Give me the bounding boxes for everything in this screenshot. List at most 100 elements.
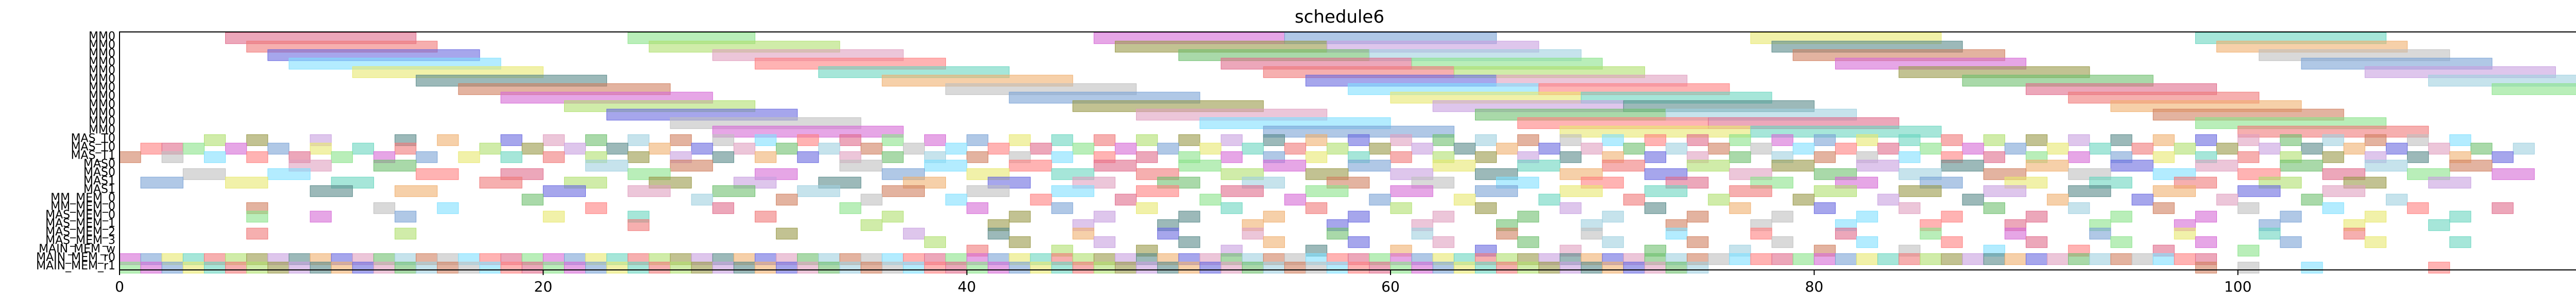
- schedule-bar: [776, 228, 798, 240]
- schedule-bar: [2047, 143, 2069, 155]
- schedule-bar: [1814, 202, 1836, 214]
- schedule-bar: [1983, 134, 2005, 146]
- schedule-bar: [1666, 228, 1688, 240]
- schedule-bar: [1496, 228, 1518, 240]
- schedule-bar: [839, 262, 861, 274]
- schedule-bar: [500, 134, 522, 146]
- schedule-bar: [1136, 262, 1158, 274]
- schedule-bar: [1369, 262, 1391, 274]
- schedule-bar: [1729, 134, 1751, 146]
- schedule-bar: [945, 143, 968, 155]
- schedule-bar: [395, 211, 417, 223]
- schedule-bar: [860, 219, 883, 231]
- schedule-bar: [1729, 202, 1751, 214]
- schedule-bar: [1432, 211, 1454, 223]
- schedule-bar: [1051, 151, 1073, 163]
- schedule-bar: [1602, 236, 1624, 248]
- schedule-bar: [2364, 134, 2386, 146]
- schedule-bar: [860, 143, 883, 155]
- schedule-bar: [1221, 262, 1243, 274]
- schedule-bar: [2153, 253, 2175, 265]
- schedule-bar: [606, 143, 629, 155]
- schedule-bar: [395, 143, 417, 155]
- schedule-bar: [1581, 228, 1603, 240]
- schedule-bar: [1327, 262, 1349, 274]
- schedule-bar: [1453, 143, 1476, 155]
- schedule-bar: [373, 202, 396, 214]
- schedule-bar: [1750, 143, 1772, 155]
- y-tick-label: MAS_MEM_2: [45, 226, 115, 238]
- y-tick-label: MAS_T1: [71, 149, 115, 162]
- schedule-bar: [1729, 151, 1751, 163]
- schedule-bar: [331, 262, 353, 274]
- schedule-bar: [1962, 143, 1984, 155]
- schedule-bar: [225, 262, 247, 274]
- schedule-bar: [839, 160, 883, 172]
- schedule-bar: [479, 143, 501, 155]
- schedule-bar: [649, 262, 671, 274]
- schedule-bar: [1242, 228, 1264, 240]
- schedule-bar: [1602, 134, 1624, 146]
- schedule-bar: [246, 228, 268, 240]
- schedule-bar: [2110, 160, 2154, 172]
- y-tick-label: MAS_MEM_3: [45, 234, 115, 247]
- schedule-bar: [246, 211, 268, 223]
- y-tick-label: MM0: [89, 56, 115, 69]
- schedule-bar: [1792, 253, 1815, 265]
- schedule-bar: [140, 262, 162, 274]
- schedule-bar: [1962, 253, 1984, 265]
- schedule-bar: [1009, 262, 1031, 274]
- y-tick-label: MM0: [89, 30, 115, 43]
- schedule-bar: [1178, 262, 1200, 274]
- schedule-bar: [1687, 134, 1709, 146]
- schedule-bar: [416, 262, 438, 274]
- schedule-bar: [1348, 134, 1370, 146]
- schedule-bar: [2322, 202, 2344, 214]
- schedule-bar: [2449, 236, 2471, 248]
- schedule-bar: [1306, 202, 1328, 214]
- schedule-bar: [500, 262, 522, 274]
- schedule-bar: [1517, 160, 1561, 172]
- schedule-bar: [1750, 228, 1772, 240]
- schedule-bar: [1538, 262, 1561, 274]
- schedule-bar: [2153, 185, 2196, 197]
- schedule-bar: [310, 143, 332, 155]
- schedule-bar: [2026, 236, 2048, 248]
- schedule-bar: [1623, 194, 1645, 206]
- schedule-bar: [119, 151, 141, 163]
- schedule-bar: [839, 134, 861, 146]
- schedule-bar: [1666, 262, 1688, 274]
- schedule-bar: [860, 194, 883, 206]
- schedule-bar: [628, 219, 650, 231]
- schedule-bar: [2089, 143, 2111, 155]
- schedule-bar: [2364, 236, 2386, 248]
- schedule-bar: [628, 134, 650, 146]
- schedule-bar: [1750, 126, 1942, 138]
- schedule-bar: [733, 262, 755, 274]
- schedule-bar: [310, 211, 332, 223]
- schedule-bar: [543, 185, 586, 197]
- schedule-bar: [2004, 143, 2026, 155]
- schedule-bar: [2089, 253, 2111, 265]
- schedule-bar: [2322, 134, 2344, 146]
- schedule-bar: [649, 143, 671, 155]
- schedule-bar: [2238, 134, 2260, 146]
- schedule-bar: [1453, 194, 1476, 206]
- schedule-bar: [2110, 236, 2132, 248]
- schedule-bar: [797, 262, 819, 274]
- schedule-bar: [1136, 185, 1179, 197]
- schedule-bar: [521, 194, 544, 206]
- schedule-bar: [1093, 134, 1115, 146]
- schedule-bar: [1242, 262, 1264, 274]
- y-tick-label: MAS_T0: [71, 141, 115, 154]
- schedule-bar: [1390, 185, 1433, 197]
- schedule-bar: [1327, 143, 1349, 155]
- schedule-bar: [1072, 228, 1094, 240]
- schedule-bar: [1983, 151, 2005, 163]
- schedule-bar: [2004, 253, 2026, 265]
- x-tick-label: 20: [534, 278, 553, 295]
- schedule-bar: [1708, 194, 1730, 206]
- schedule-bar: [479, 262, 501, 274]
- schedule-bar: [797, 185, 840, 197]
